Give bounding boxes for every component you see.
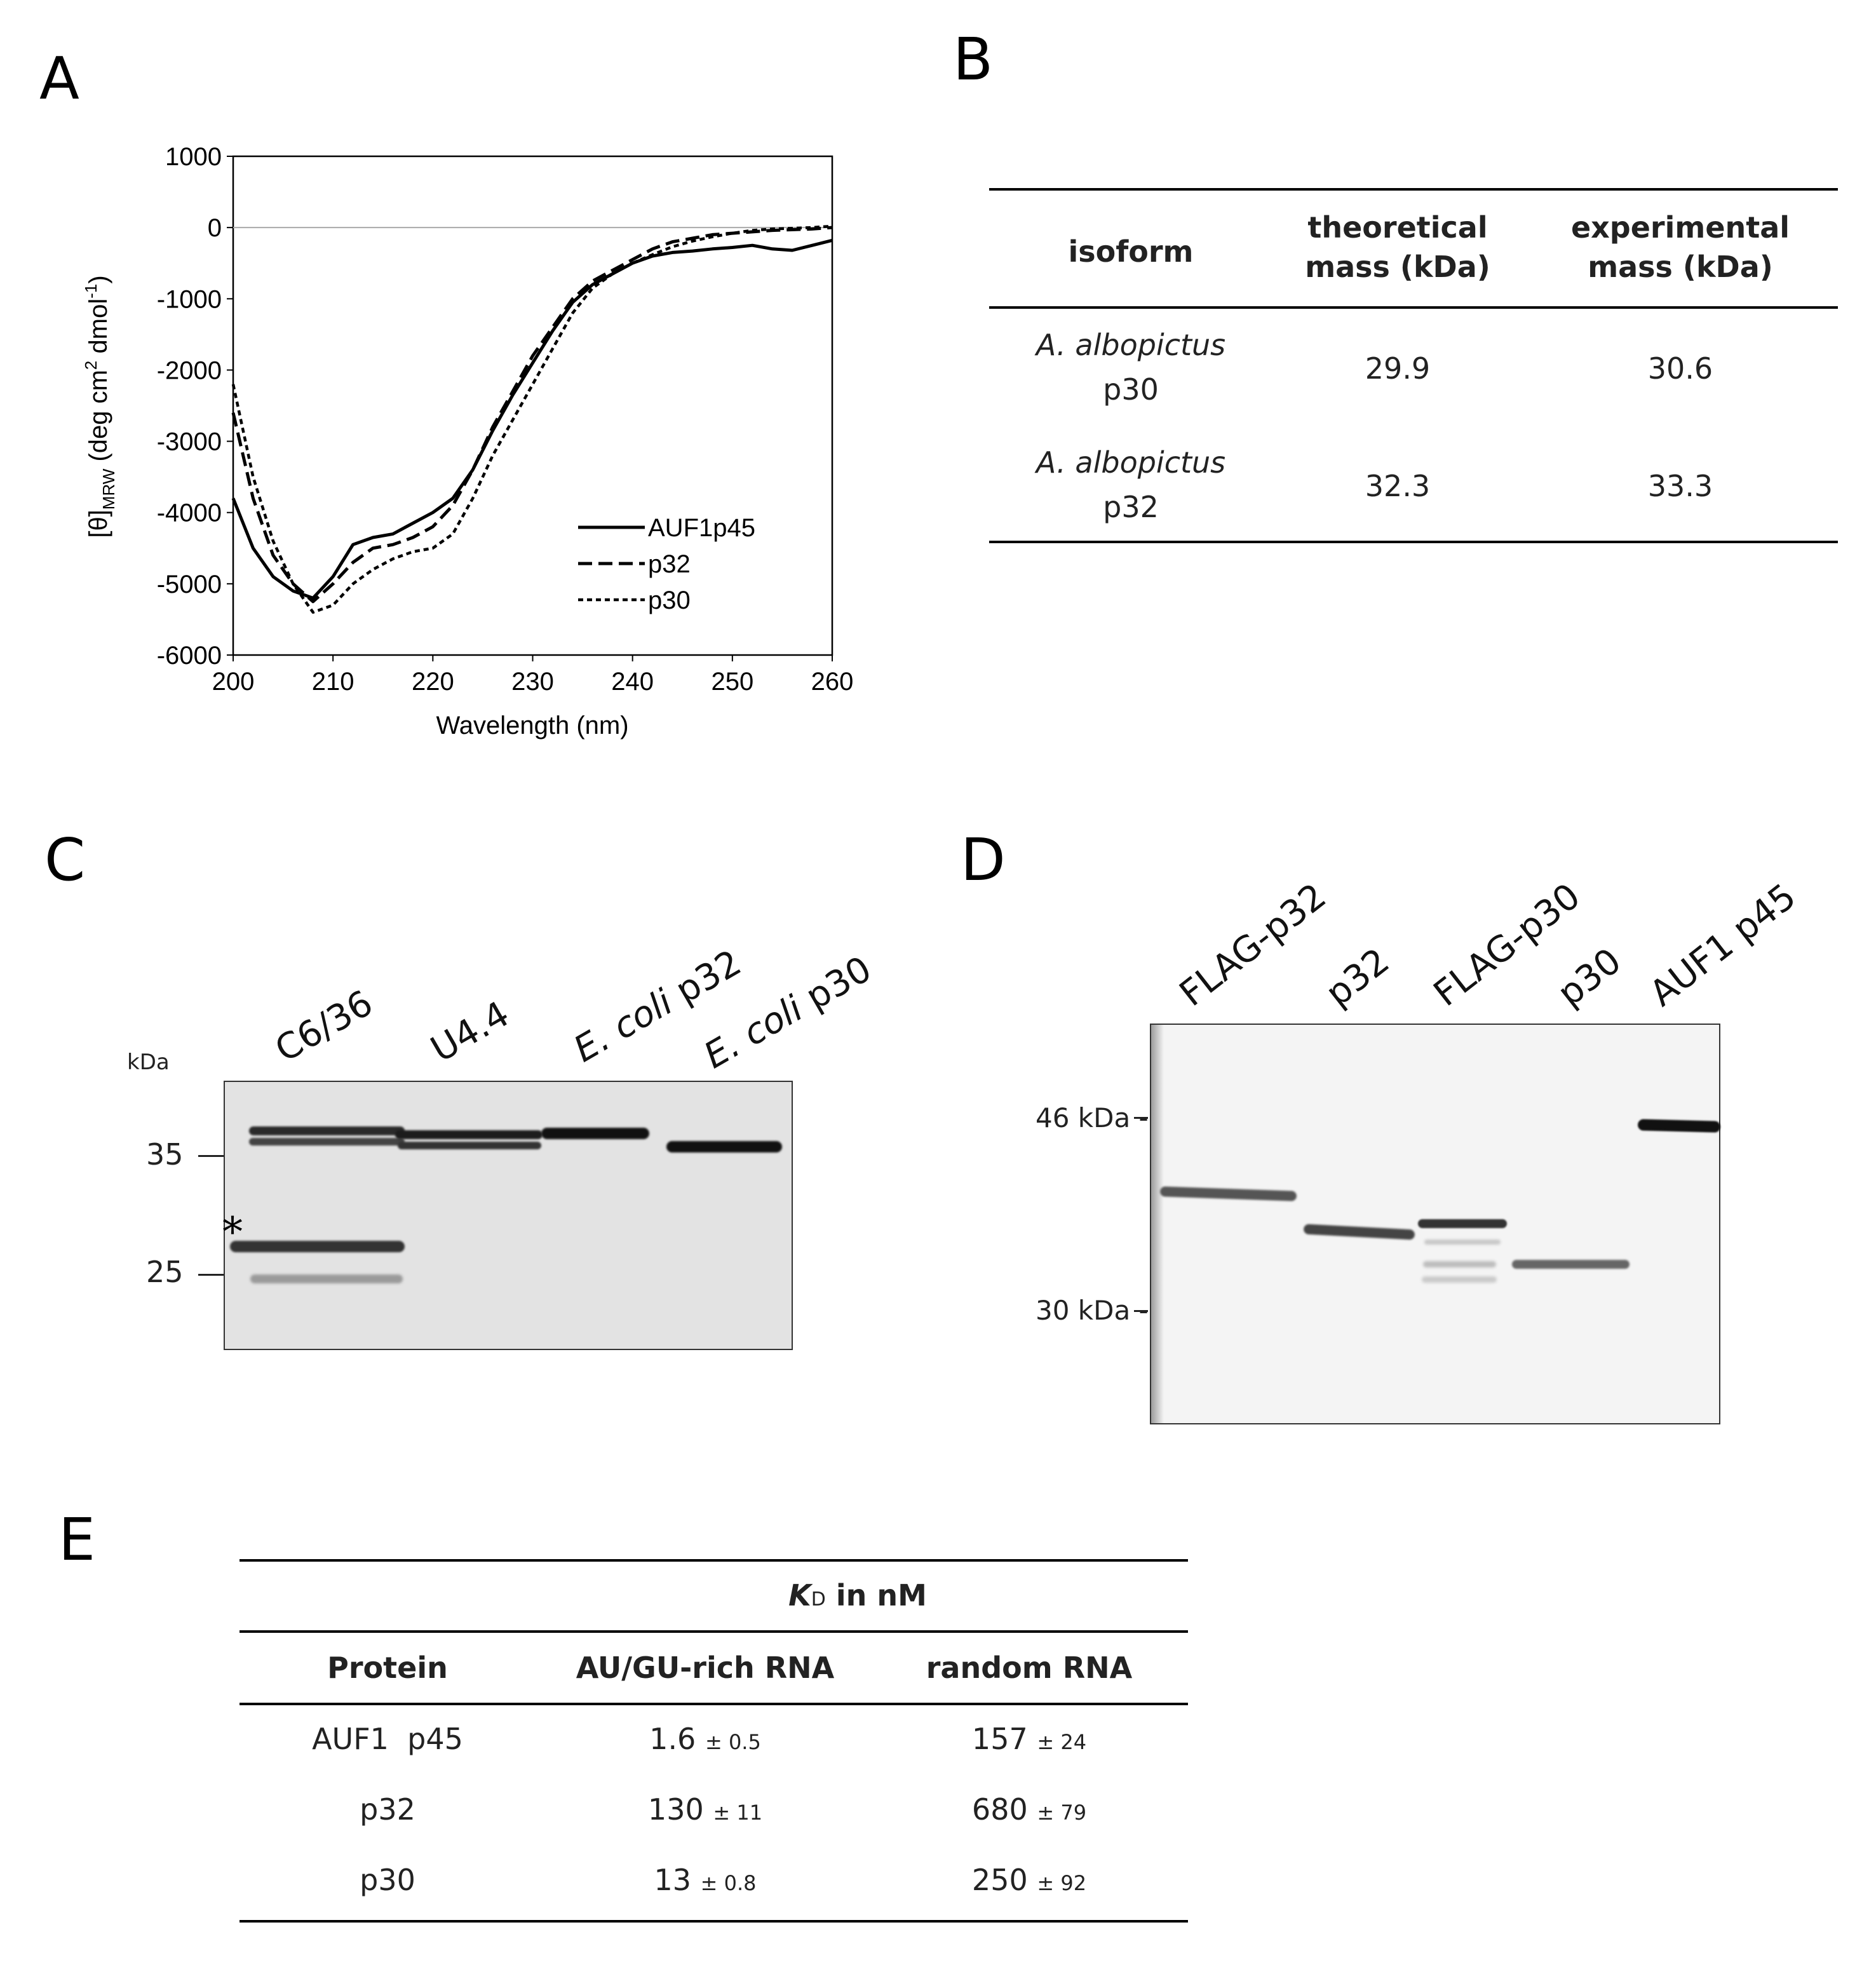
gel-band: [1423, 1261, 1496, 1267]
x-tick-label: 240: [611, 668, 654, 696]
gel-band: [541, 1128, 649, 1139]
y-tick-label: -5000: [157, 571, 222, 598]
protein-name: p32: [360, 1792, 415, 1827]
gel-c-marker-tick: [198, 1274, 224, 1276]
gel-d-lane-label: FLAG-p32: [1171, 875, 1334, 1015]
gel-c-marker-35: 35: [146, 1137, 184, 1172]
gel-band: [395, 1130, 543, 1139]
legend-label-p30: p30: [648, 586, 691, 614]
legend-label-auf1p45: AUF1p45: [648, 514, 755, 542]
x-tick-label: 230: [511, 668, 554, 696]
table-b-header-experimental: experimental mass (kDa): [1570, 210, 1790, 284]
cd-spectrum-chart: 1000 0 -1000 -2000 -3000 -4000 -5000 -6000 200 2…: [81, 143, 854, 740]
kd-random: 680 ± 79: [971, 1792, 1087, 1827]
series-line-auf1p45: [231, 238, 833, 600]
species-name: A. albopictus: [1036, 445, 1226, 480]
table-e-bottom-rule: [240, 1920, 1188, 1923]
isoform-name: p32: [1103, 490, 1159, 524]
protein-name: p30: [360, 1863, 415, 1897]
gel-band: [250, 1274, 403, 1283]
panel-label-b: B: [953, 25, 994, 93]
kd-random: 250 ± 92: [971, 1863, 1087, 1897]
table-b-header-theoretical: theoretical mass (kDa): [1305, 210, 1490, 284]
kd-au-gu: 130 ± 11: [647, 1792, 763, 1827]
y-tick-label: -4000: [157, 499, 222, 527]
x-tick-label: 210: [312, 668, 354, 696]
x-tick-label: 200: [212, 668, 255, 696]
panel-label-c: C: [44, 826, 86, 894]
gel-c-unit-label: kDa: [127, 1050, 170, 1075]
gel-band: [666, 1141, 782, 1152]
kd-random: 157 ± 24: [971, 1722, 1087, 1756]
gel-d-marker-30: 30 kDa -: [1036, 1295, 1149, 1326]
gel-d-lane-label: p30: [1549, 940, 1630, 1015]
species-name: A. albopictus: [1036, 328, 1226, 362]
theoretical-mass: 29.9: [1365, 351, 1431, 386]
table-b-bottom-rule: [989, 541, 1838, 543]
table-b-header-isoform: isoform: [1068, 234, 1194, 269]
panel-label-e: E: [58, 1506, 96, 1574]
gel-c-asterisk: *: [222, 1209, 243, 1256]
gel-d-lane-label: AUF1 p45: [1642, 875, 1804, 1015]
series-line-p30: [231, 224, 833, 614]
table-e-header-random: random RNA: [926, 1651, 1133, 1685]
y-tick-label: -1000: [157, 285, 222, 313]
theoretical-mass: 32.3: [1365, 469, 1431, 503]
y-tick-label: -3000: [157, 428, 222, 456]
gel-band: [249, 1138, 405, 1146]
gel-d-marker-tick: [1134, 1310, 1148, 1312]
series-line-p32: [231, 226, 833, 604]
gel-band: [230, 1241, 405, 1252]
protein-name: AUF1 p45: [312, 1722, 463, 1756]
table-e-header-au-gu: AU/GU-rich RNA: [576, 1651, 835, 1685]
x-tick-label: 260: [811, 668, 854, 696]
gel-d-marker-46: 46 kDa -: [1036, 1102, 1149, 1133]
y-axis-label: [θ]MRW (deg cm2 dmol-1): [81, 275, 118, 537]
gel-band: [1512, 1260, 1630, 1269]
gel-band: [1159, 1186, 1297, 1201]
gel-band: [1424, 1240, 1501, 1245]
y-tick-label: -6000: [157, 642, 222, 670]
gel-c-marker-tick: [198, 1155, 224, 1157]
table-e-header-protein: Protein: [327, 1651, 448, 1685]
gel-c-lane-label: C6/36: [268, 982, 380, 1071]
x-tick-label: 220: [412, 668, 454, 696]
gel-band: [1303, 1224, 1415, 1240]
panel-label-a: A: [39, 44, 79, 112]
kd-au-gu: 1.6 ± 0.5: [649, 1722, 761, 1756]
gel-c-membrane: [224, 1081, 793, 1350]
gel-band: [398, 1142, 541, 1149]
table-e-kd-rule: [240, 1630, 1188, 1633]
table-b-top-rule: [989, 188, 1838, 191]
gel-c-marker-25: 25: [146, 1255, 184, 1289]
legend-label-p32: p32: [648, 550, 691, 578]
y-tick-label: -2000: [157, 356, 222, 384]
gel-c-lane-label: U4.4: [424, 993, 516, 1071]
gel-band: [1637, 1119, 1721, 1133]
gel-band: [1418, 1219, 1507, 1228]
gel-d-marker-tick: [1134, 1117, 1148, 1119]
x-tick-label: 250: [711, 668, 753, 696]
table-b-header-rule: [989, 306, 1838, 309]
kd-au-gu: 13 ± 0.8: [654, 1863, 757, 1897]
plot-frame: [232, 155, 833, 656]
isoform-name: p30: [1103, 372, 1159, 407]
gel-band: [249, 1126, 405, 1135]
experimental-mass: 33.3: [1647, 469, 1713, 503]
panel-label-d: D: [961, 826, 1006, 894]
x-axis-label: Wavelength (nm): [436, 712, 628, 740]
experimental-mass: 30.6: [1647, 351, 1713, 386]
table-e-header-rule: [240, 1703, 1188, 1705]
gel-edge-shadow: [1151, 1025, 1164, 1423]
y-tick-label: 0: [208, 214, 222, 242]
gel-d-lane-label: p32: [1318, 940, 1398, 1015]
table-e-top-rule: [240, 1559, 1188, 1562]
gel-d-membrane: [1150, 1024, 1721, 1424]
kd-header: KD in nM: [788, 1578, 927, 1612]
y-tick-label: 1000: [165, 143, 222, 171]
gel-band: [1422, 1276, 1497, 1283]
